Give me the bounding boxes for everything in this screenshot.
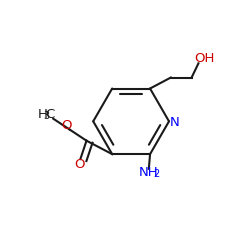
Text: NH: NH: [139, 166, 159, 179]
Text: 3: 3: [43, 111, 49, 121]
Text: H: H: [37, 108, 47, 121]
Text: N: N: [170, 116, 179, 129]
Text: OH: OH: [194, 52, 215, 66]
Text: O: O: [62, 119, 72, 132]
Text: O: O: [74, 158, 85, 171]
Text: 2: 2: [154, 170, 160, 179]
Text: C: C: [45, 108, 54, 121]
